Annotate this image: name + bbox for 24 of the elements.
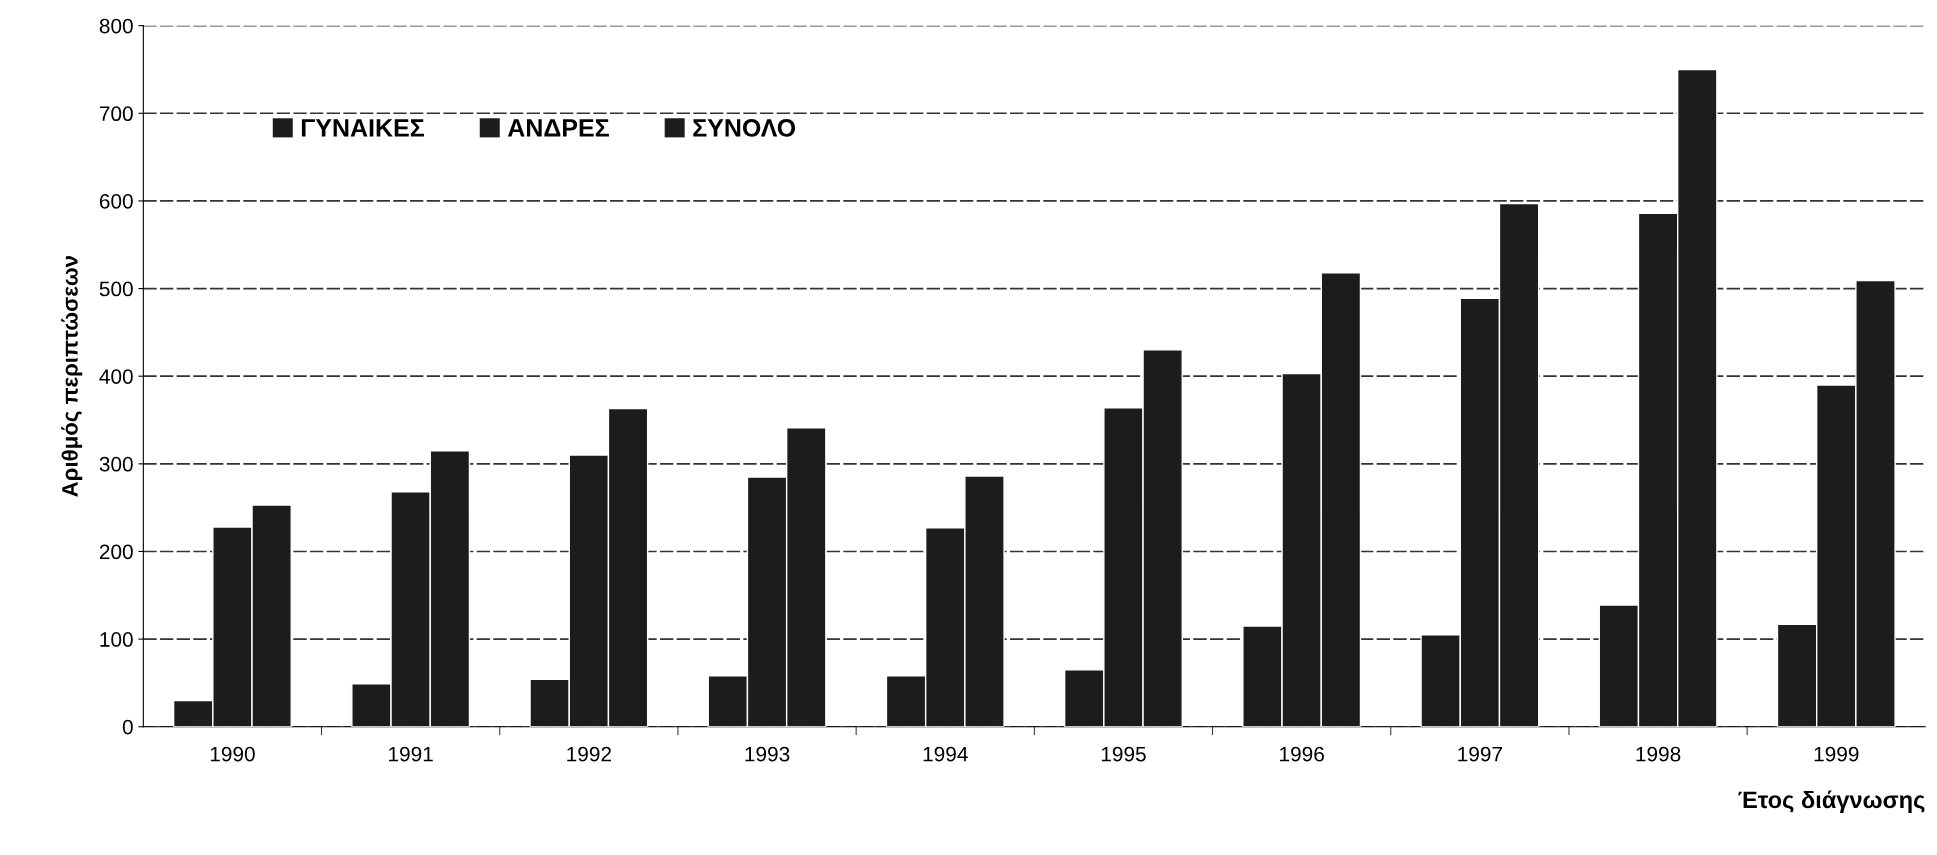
y-tick-label: 300 (99, 456, 133, 472)
legend-label: ΓΥΝΑΙΚΕΣ (301, 119, 424, 137)
y-tick-label: 400 (99, 369, 133, 384)
x-tick-label: 1992 (567, 746, 611, 762)
x-tick-label: 1997 (1458, 746, 1502, 762)
x-tick-label: 1995 (1101, 746, 1146, 762)
x-tick-label: 1994 (923, 746, 968, 762)
x-tick-label: 1991 (389, 746, 433, 762)
x-tick-label: 1998 (1636, 746, 1681, 762)
x-tick-label: 1999 (1814, 746, 1859, 762)
y-tick-label: 600 (99, 193, 133, 209)
x-axis-title: Έτος διάγνωσης (1738, 790, 1925, 813)
y-tick-label: 100 (100, 632, 133, 647)
y-axis-title: Αριθμός περιπτώσεων (61, 256, 83, 497)
legend-label: ΑΝΔΡΕΣ (507, 119, 609, 137)
x-tick-label: 1993 (745, 746, 790, 762)
y-tick-label: 0 (122, 719, 133, 735)
x-tick-label: 1990 (210, 746, 255, 762)
legend-label: ΣΥΝΟΛΟ (693, 119, 796, 137)
y-tick-label: 800 (99, 18, 133, 34)
y-tick-label: 500 (99, 281, 133, 297)
y-tick-label: 200 (99, 544, 133, 560)
y-tick-label: 700 (99, 106, 133, 122)
x-tick-label: 1996 (1280, 746, 1324, 762)
